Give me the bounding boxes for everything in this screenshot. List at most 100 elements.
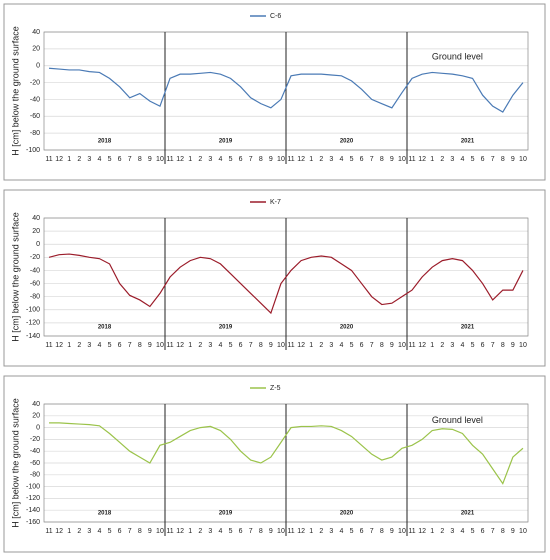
x-tick-label: 11 — [166, 342, 173, 349]
x-tick-label: 8 — [380, 156, 384, 163]
x-tick-label: 10 — [156, 528, 164, 535]
x-tick-label: 3 — [208, 342, 212, 349]
x-tick-label: 6 — [481, 342, 485, 349]
legend-label: K-7 — [270, 199, 281, 206]
x-tick-label: 2 — [198, 156, 202, 163]
x-tick-label: 5 — [108, 342, 112, 349]
x-tick-label: 8 — [501, 342, 505, 349]
x-tick-label: 3 — [450, 156, 454, 163]
x-tick-label: 3 — [87, 156, 91, 163]
x-tick-label: 5 — [471, 156, 475, 163]
x-tick-label: 12 — [176, 528, 184, 535]
y-tick-label: -20 — [30, 79, 40, 86]
x-tick-label: 6 — [360, 156, 364, 163]
x-tick-label: 2 — [77, 156, 81, 163]
x-tick-label: 11 — [408, 342, 415, 349]
x-tick-label: 5 — [108, 528, 112, 535]
legend-label: Z-5 — [270, 385, 281, 392]
x-tick-label: 2 — [319, 156, 323, 163]
x-tick-label: 2 — [77, 342, 81, 349]
panel-frame — [3, 189, 546, 367]
x-tick-label: 1 — [188, 342, 192, 349]
x-tick-label: 5 — [350, 342, 354, 349]
y-tick-label: -80 — [30, 472, 40, 479]
x-tick-label: 3 — [208, 528, 212, 535]
x-tick-label: 12 — [176, 156, 184, 163]
x-tick-label: 4 — [340, 156, 344, 163]
x-tick-label: 10 — [277, 156, 285, 163]
x-tick-label: 7 — [491, 156, 495, 163]
x-tick-label: 6 — [360, 342, 364, 349]
x-tick-label: 11 — [166, 528, 173, 535]
x-tick-label: 12 — [297, 528, 305, 535]
year-label: 2019 — [219, 325, 233, 331]
x-tick-label: 7 — [370, 342, 374, 349]
x-tick-label: 2 — [440, 156, 444, 163]
x-tick-label: 11 — [287, 342, 294, 349]
x-tick-label: 11 — [45, 156, 52, 163]
x-tick-label: 1 — [430, 156, 434, 163]
x-tick-label: 1 — [67, 156, 71, 163]
x-tick-label: 9 — [511, 156, 515, 163]
y-tick-label: -120 — [26, 320, 40, 327]
x-tick-label: 4 — [98, 528, 102, 535]
x-tick-label: 4 — [98, 156, 102, 163]
x-tick-label: 4 — [461, 342, 465, 349]
x-tick-label: 11 — [287, 528, 294, 535]
x-tick-label: 9 — [390, 342, 394, 349]
x-tick-label: 2 — [198, 528, 202, 535]
x-tick-label: 10 — [519, 342, 527, 349]
y-tick-label: -80 — [30, 294, 40, 301]
x-tick-label: 12 — [55, 528, 63, 535]
x-tick-label: 2 — [319, 342, 323, 349]
x-tick-label: 4 — [219, 528, 223, 535]
x-tick-label: 8 — [259, 528, 263, 535]
x-tick-label: 6 — [481, 156, 485, 163]
panel-frame — [3, 375, 546, 553]
y-tick-label: -100 — [26, 307, 40, 314]
x-tick-label: 1 — [430, 342, 434, 349]
x-tick-label: 12 — [418, 342, 426, 349]
x-tick-label: 10 — [519, 156, 527, 163]
y-tick-label: -20 — [30, 436, 40, 443]
x-tick-label: 5 — [108, 156, 112, 163]
x-tick-label: 9 — [390, 528, 394, 535]
x-tick-label: 11 — [166, 156, 173, 163]
x-tick-label: 10 — [398, 156, 406, 163]
y-tick-label: 20 — [32, 46, 40, 53]
year-label: 2020 — [340, 511, 354, 517]
y-tick-label: -100 — [26, 483, 40, 490]
x-tick-label: 12 — [297, 342, 305, 349]
x-tick-label: 10 — [519, 528, 527, 535]
x-tick-label: 2 — [319, 528, 323, 535]
data-line — [48, 67, 524, 113]
y-tick-label: 40 — [32, 401, 40, 408]
y-tick-label: 0 — [36, 424, 40, 431]
x-tick-label: 7 — [491, 342, 495, 349]
x-tick-label: 7 — [128, 342, 132, 349]
x-tick-label: 6 — [118, 342, 122, 349]
x-tick-label: 4 — [219, 156, 223, 163]
x-tick-label: 2 — [440, 342, 444, 349]
x-tick-label: 9 — [269, 156, 273, 163]
x-tick-label: 2 — [440, 528, 444, 535]
x-tick-label: 8 — [259, 156, 263, 163]
x-tick-label: 9 — [148, 156, 152, 163]
x-tick-label: 1 — [309, 528, 313, 535]
x-tick-label: 5 — [229, 156, 233, 163]
x-tick-label: 3 — [87, 528, 91, 535]
year-label: 2019 — [219, 139, 233, 145]
y-tick-label: 0 — [36, 241, 40, 248]
x-tick-label: 1 — [67, 528, 71, 535]
x-tick-label: 7 — [491, 528, 495, 535]
y-axis-label: H [cm] below the ground surface — [10, 398, 20, 528]
x-tick-label: 6 — [239, 528, 243, 535]
year-label: 2018 — [98, 139, 112, 145]
x-tick-label: 6 — [360, 528, 364, 535]
x-tick-label: 1 — [430, 528, 434, 535]
y-tick-label: -60 — [30, 280, 40, 287]
x-tick-label: 8 — [380, 342, 384, 349]
year-label: 2018 — [98, 511, 112, 517]
x-tick-label: 4 — [461, 528, 465, 535]
